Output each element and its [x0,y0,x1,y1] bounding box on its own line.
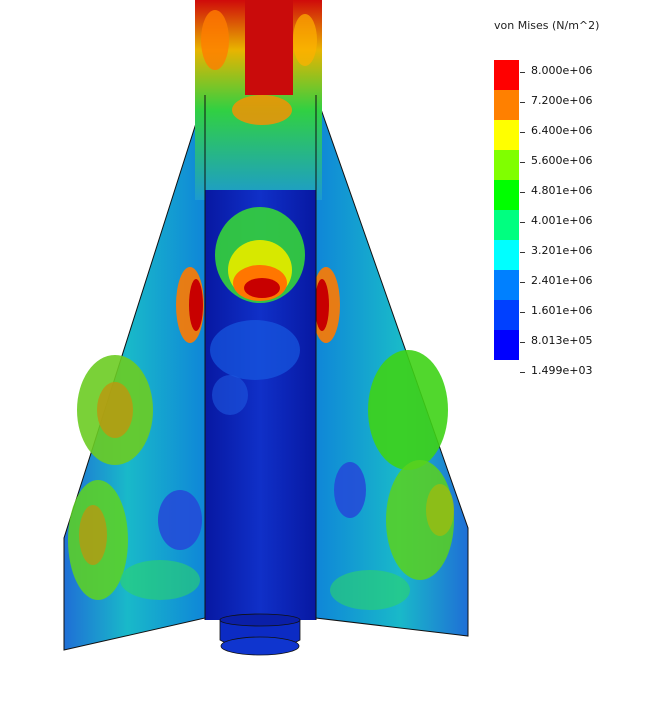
legend-swatch [494,150,519,180]
legend-swatch [494,60,519,90]
right-fin [312,94,469,637]
legend-tick-label: 5.600e+06 [531,154,593,167]
legend-swatch [494,240,519,270]
legend-tick-label: 1.499e+03 [531,364,593,377]
legend-tick-label: 4.801e+06 [531,184,593,197]
legend-tick-label: 3.201e+06 [531,244,593,257]
legend-swatch [494,180,519,210]
legend-tick [520,282,525,283]
legend-tick [520,372,525,373]
legend-swatch [494,300,519,330]
legend-swatch [494,90,519,120]
legend-swatch [494,330,519,360]
legend-tick [520,312,525,313]
legend-swatch [494,210,519,240]
legend-tick [520,132,525,133]
legend-tick [520,252,525,253]
left-fin [63,94,206,651]
legend-tick [520,192,525,193]
legend-tick-label: 2.401e+06 [531,274,593,287]
legend-tick-label: 1.601e+06 [531,304,593,317]
legend-tick-label: 4.001e+06 [531,214,593,227]
legend-tick-label: 8.000e+06 [531,64,593,77]
legend-title: von Mises (N/m^2) [494,19,600,32]
legend-tick-label: 7.200e+06 [531,94,593,107]
legend-tick-label: 6.400e+06 [531,124,593,137]
legend-tick [520,162,525,163]
legend-tick [520,102,525,103]
stress-legend: von Mises (N/m^2) 8.000e+06 7.200e+06 6.40… [486,14,661,377]
motor-nozzle [219,613,301,656]
legend-tick [520,72,525,73]
legend-tick [520,342,525,343]
legend-tick-label: 8.013e+05 [531,334,593,347]
legend-tick [520,222,525,223]
body-tube [204,95,317,620]
legend-swatch [494,120,519,150]
upper-tube [195,0,322,200]
legend-swatch [494,270,519,300]
